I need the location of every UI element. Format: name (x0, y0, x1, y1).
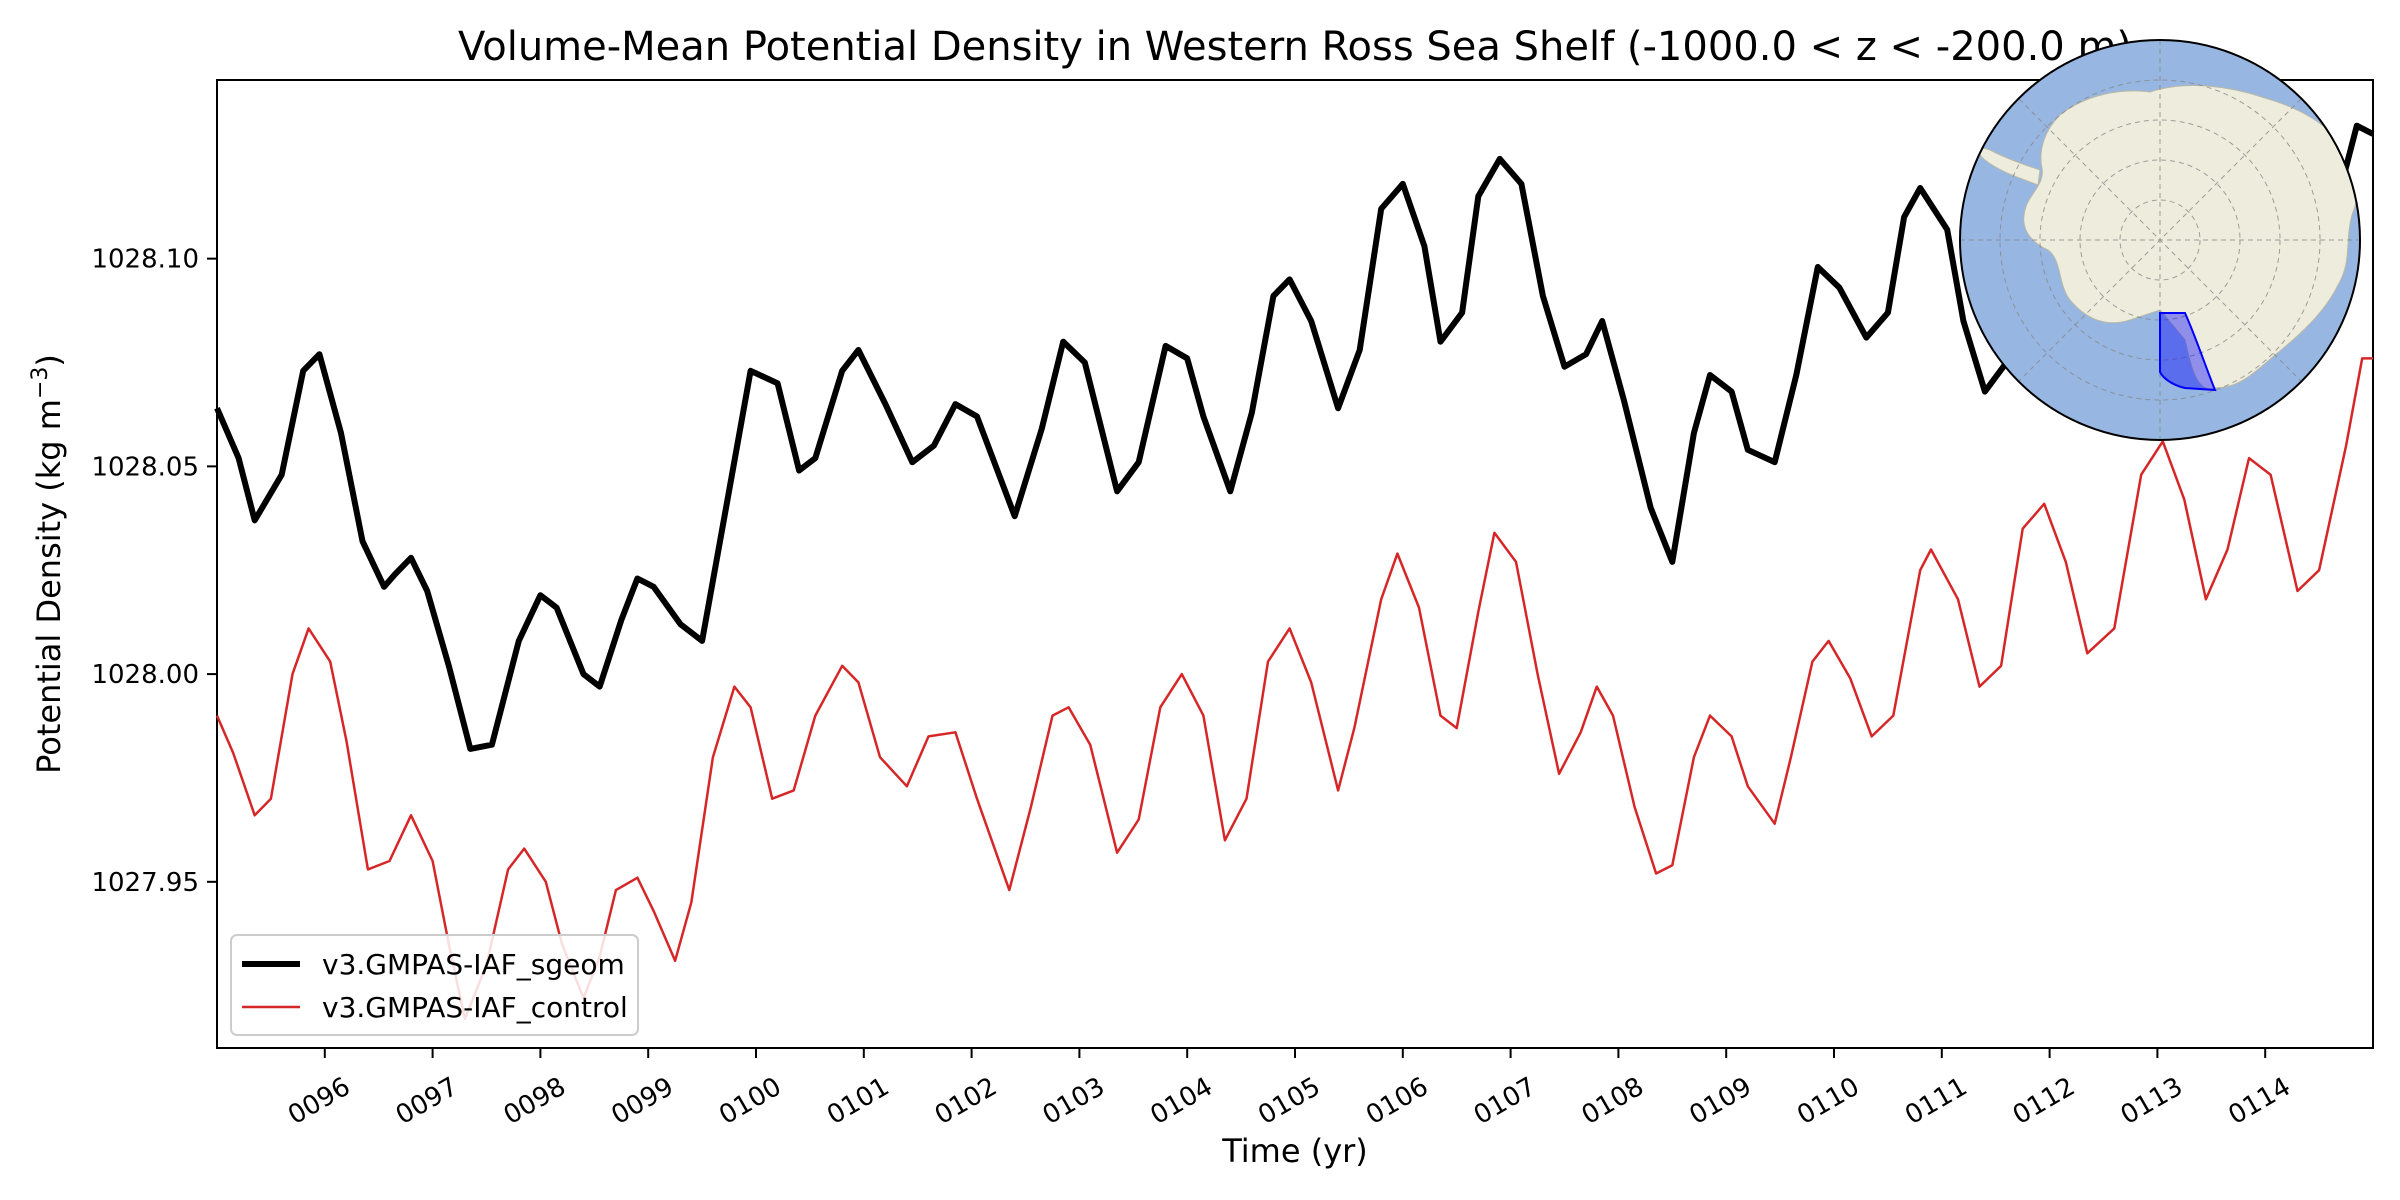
y-tick-label: 1028.00 (91, 660, 199, 690)
y-axis-label-exponent: −3 (28, 367, 53, 399)
y-axis-label: Potential Density (kg m−3) (28, 354, 68, 774)
legend-label-sgeom: v3.GMPAS-IAF_sgeom (322, 948, 625, 981)
legend: v3.GMPAS-IAF_sgeom v3.GMPAS-IAF_control (230, 934, 639, 1036)
y-axis-label-main: Potential Density (kg m (30, 399, 68, 774)
series-layer (214, 122, 2375, 1021)
series-line-sgeom (214, 122, 2375, 752)
legend-label-control: v3.GMPAS-IAF_control (322, 991, 628, 1024)
legend-box (230, 934, 639, 1036)
series-line-control (215, 357, 2373, 1021)
x-axis-label: Time (yr) (1221, 1132, 1368, 1170)
inset-map (1959, 39, 2361, 441)
inset-graticule (1960, 40, 2360, 440)
y-tick-label: 1027.95 (91, 868, 199, 898)
y-axis: 1027.95 1028.00 1028.05 1028.10 (91, 245, 217, 898)
y-tick-label: 1028.10 (91, 245, 199, 275)
y-tick-label: 1028.05 (91, 452, 199, 482)
chart-title: Volume-Mean Potential Density in Western… (458, 24, 2132, 70)
y-axis-label-close: ) (30, 354, 68, 366)
inset-antarctica-land (2023, 84, 2359, 390)
inset-border (1959, 39, 2361, 441)
inset-ross-sea-region (2159, 312, 2217, 392)
